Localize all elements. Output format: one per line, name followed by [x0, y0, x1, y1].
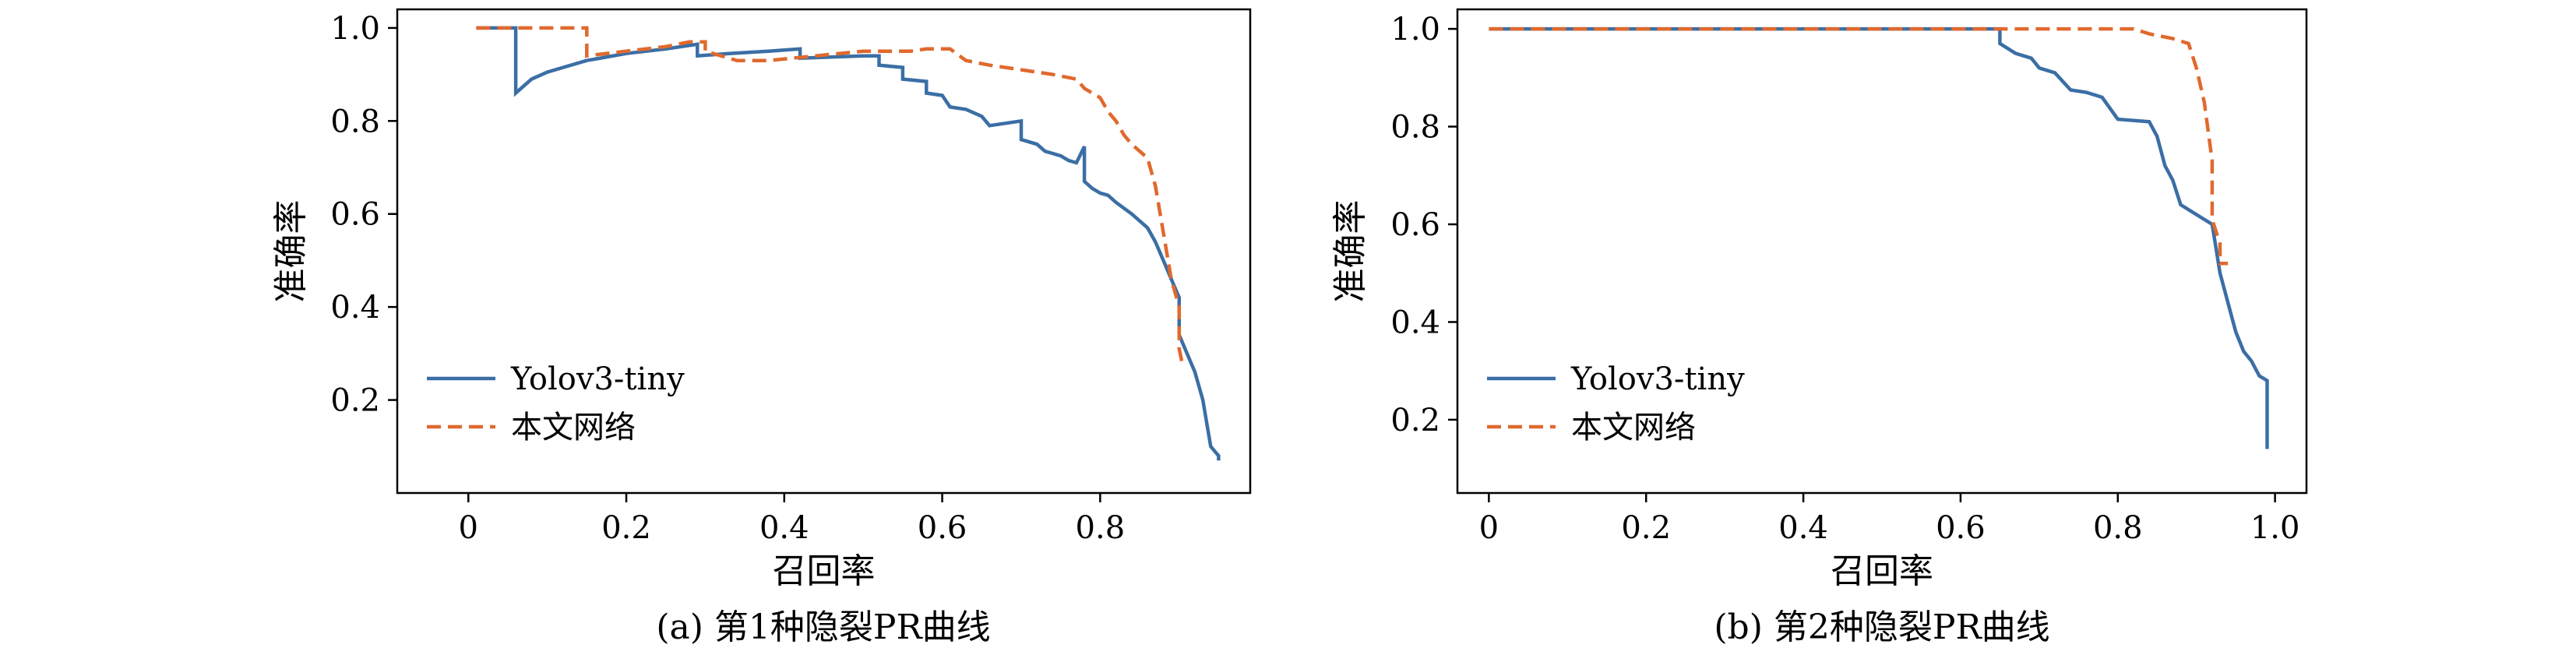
legend-label: 本文网络 [1571, 410, 1696, 445]
y-tick-label: 0.8 [330, 104, 380, 139]
chart-panel-a: 0 0.2 0.4 0.6 0.8 0.2 0.4 0.6 0.8 1.0 Yolov3-tiny 本… [271, 8, 1252, 647]
x-tick-label: 1.0 [2250, 510, 2300, 546]
y-axis-label: 准确率 [271, 200, 311, 303]
y-tick-label: 0.2 [1390, 403, 1440, 438]
y-tick-label: 1.0 [330, 11, 380, 47]
y-tick-label: 0.2 [330, 383, 380, 419]
figure-caption: (b) 第2种隐裂PR曲线 [1714, 607, 2049, 647]
series-line-yolov3-tiny [1489, 26, 2269, 449]
x-axis-label: 召回率 [773, 551, 876, 591]
y-tick-label: 0.6 [330, 197, 380, 233]
series-line-ours [1489, 26, 2229, 266]
y-tick-label: 0.6 [1390, 207, 1440, 243]
x-tick-label: 0.8 [1076, 510, 1126, 546]
y-tick-label: 1.0 [1390, 12, 1440, 48]
plot-frame [396, 8, 1252, 495]
x-tick-label: 0.6 [918, 510, 967, 546]
x-tick-label: 0.4 [759, 510, 809, 546]
series-line-ours [476, 26, 1186, 368]
series-line-yolov3-tiny [476, 26, 1221, 461]
x-axis-label: 召回率 [1831, 551, 1933, 591]
y-tick-label: 0.8 [1390, 110, 1440, 146]
x-tick-label: 0.2 [601, 510, 651, 546]
plot-frame [1456, 8, 2308, 495]
y-tick-label: 0.4 [1390, 305, 1440, 340]
y-axis-label: 准确率 [1330, 200, 1370, 303]
x-tick-label: 0 [459, 510, 478, 546]
legend-label: Yolov3-tiny [1570, 361, 1745, 397]
chart-panel-b: 0 0.2 0.4 0.6 0.8 1.0 0.2 0.4 0.6 0.8 1.0 Yolov3-ti… [1330, 8, 2308, 647]
x-tick-label: 0.2 [1621, 510, 1671, 546]
y-tick-label: 0.4 [330, 290, 380, 326]
legend-label: 本文网络 [511, 410, 636, 445]
figure-caption: (a) 第1种隐裂PR曲线 [656, 607, 990, 647]
x-tick-label: 0 [1479, 510, 1499, 546]
x-tick-label: 0.4 [1778, 510, 1828, 546]
x-tick-label: 0.8 [2093, 510, 2143, 546]
x-tick-label: 0.6 [1936, 510, 1986, 546]
legend-label: Yolov3-tiny [510, 361, 685, 397]
